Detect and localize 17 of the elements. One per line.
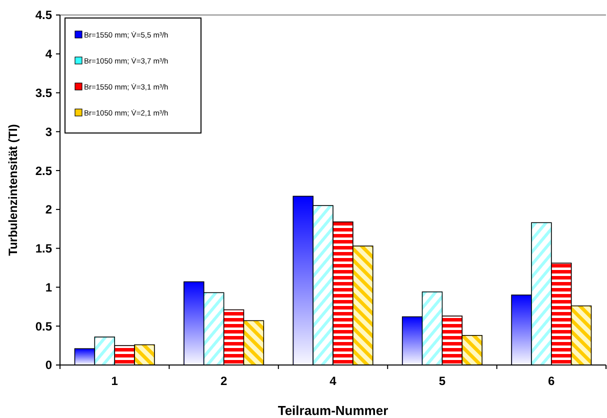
- y-tick-label: 3: [45, 124, 52, 139]
- x-tick-label: 5: [438, 374, 446, 388]
- y-axis-title: Turbulenzintensität (TI): [6, 124, 20, 256]
- y-tick-label: 0.5: [35, 319, 52, 334]
- y-tick-label: 4.5: [35, 8, 52, 22]
- x-tick-label: 4: [330, 374, 337, 388]
- x-axis-title: Teilraum-Nummer: [278, 403, 388, 418]
- y-tick-label: 3.5: [35, 86, 52, 100]
- y-tick-label: 2.5: [35, 164, 52, 178]
- y-tick-label: 1.5: [35, 242, 52, 256]
- y-tick-label: 2: [45, 202, 52, 217]
- y-tick-label: 4: [45, 47, 52, 62]
- y-tick-label: 1: [45, 280, 52, 294]
- x-tick-label: 2: [220, 374, 228, 388]
- x-tick-label: 1: [111, 374, 118, 388]
- y-tick-label: 0: [45, 358, 52, 372]
- x-tick-label: 6: [548, 374, 556, 388]
